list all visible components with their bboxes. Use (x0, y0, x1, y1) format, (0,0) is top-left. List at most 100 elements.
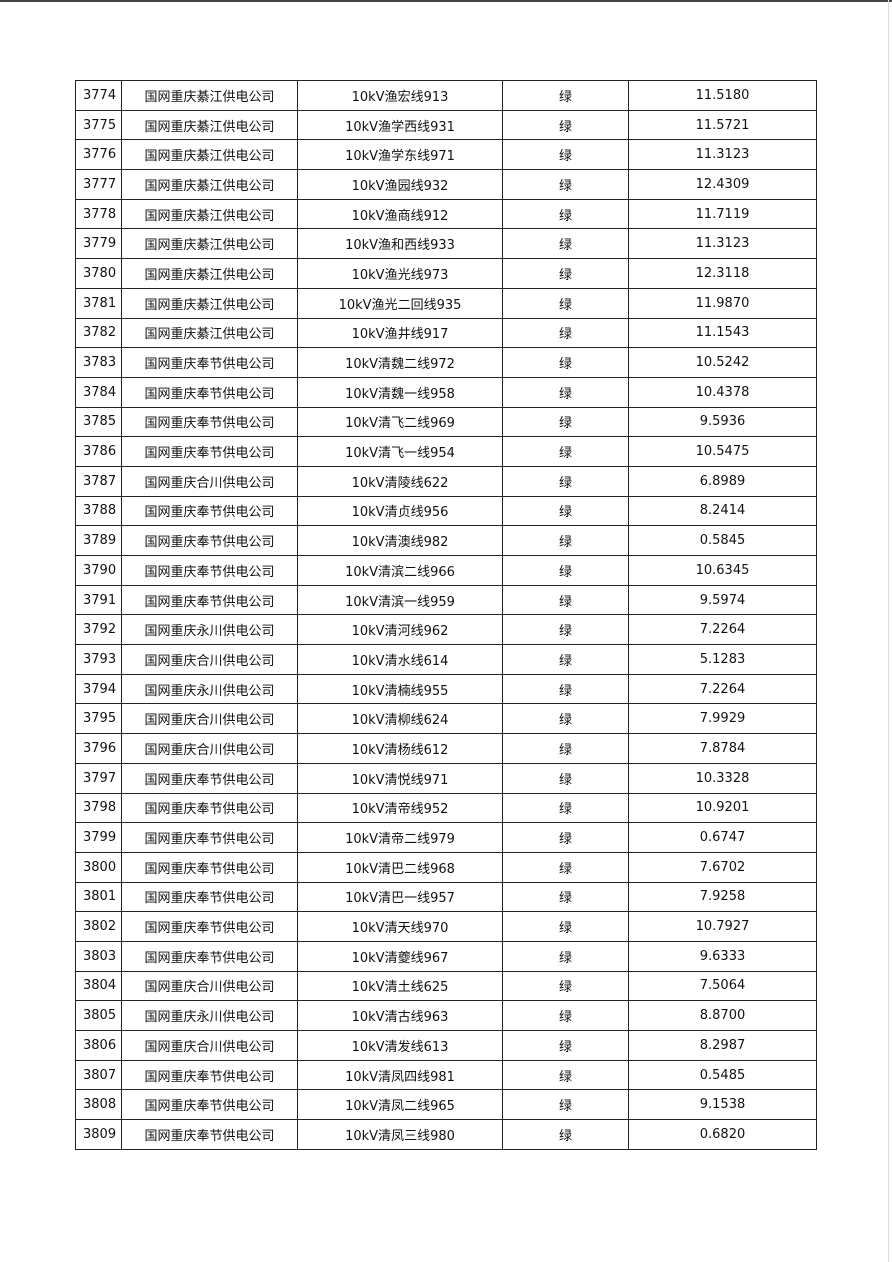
row-number-cell: 3784 (75, 376, 122, 408)
company-cell: 国网重庆綦江供电公司 (121, 198, 298, 230)
value-cell: 11.9870 (628, 287, 817, 319)
company-cell: 国网重庆奉节供电公司 (121, 376, 298, 408)
value-cell: 7.8784 (628, 733, 817, 764)
row-number-cell: 3787 (75, 465, 122, 497)
status-cell: 绿 (502, 911, 629, 942)
line-name-cell: 10kV渔光线973 (297, 258, 503, 289)
company-cell: 国网重庆奉节供电公司 (121, 1089, 298, 1121)
table-row: 3789 国网重庆奉节供电公司 10kV清澳线982 绿 0.5845 (75, 525, 817, 556)
value-cell: 7.9929 (628, 703, 817, 735)
company-cell: 国网重庆綦江供电公司 (121, 169, 298, 200)
value-cell: 0.6820 (628, 1119, 817, 1150)
row-number-cell: 3793 (75, 644, 122, 675)
value-cell: 11.3123 (628, 228, 817, 260)
line-name-cell: 10kV清古线963 (297, 1000, 503, 1031)
value-cell: 12.3118 (628, 258, 817, 289)
status-cell: 绿 (502, 80, 629, 111)
company-cell: 国网重庆奉节供电公司 (121, 1119, 298, 1150)
line-name-cell: 10kV清土线625 (297, 970, 503, 1002)
value-cell: 10.9201 (628, 792, 817, 824)
company-cell: 国网重庆奉节供电公司 (121, 911, 298, 942)
table-row: 3776 国网重庆綦江供电公司 10kV渔学东线971 绿 11.3123 (75, 139, 817, 171)
table-row: 3796 国网重庆合川供电公司 10kV清杨线612 绿 7.8784 (75, 733, 817, 764)
status-cell: 绿 (502, 436, 629, 467)
table-row: 3791 国网重庆奉节供电公司 10kV清滨一线959 绿 9.5974 (75, 584, 817, 616)
company-cell: 国网重庆合川供电公司 (121, 644, 298, 675)
table-row: 3782 国网重庆綦江供电公司 10kV渔井线917 绿 11.1543 (75, 317, 817, 349)
table-row: 3806 国网重庆合川供电公司 10kV清发线613 绿 8.2987 (75, 1030, 817, 1061)
line-name-cell: 10kV渔光二回线935 (297, 287, 503, 319)
row-number-cell: 3780 (75, 258, 122, 289)
value-cell: 12.4309 (628, 169, 817, 200)
value-cell: 7.2264 (628, 673, 817, 705)
status-cell: 绿 (502, 1000, 629, 1031)
line-name-cell: 10kV渔商线912 (297, 198, 503, 230)
row-number-cell: 3795 (75, 703, 122, 735)
line-name-cell: 10kV渔井线917 (297, 317, 503, 349)
line-name-cell: 10kV清滨二线966 (297, 555, 503, 586)
row-number-cell: 3776 (75, 139, 122, 171)
company-cell: 国网重庆奉节供电公司 (121, 525, 298, 556)
value-cell: 0.5485 (628, 1059, 817, 1091)
company-cell: 国网重庆奉节供电公司 (121, 347, 298, 378)
table-row: 3785 国网重庆奉节供电公司 10kV清飞二线969 绿 9.5936 (75, 406, 817, 438)
value-cell: 9.6333 (628, 940, 817, 972)
value-cell: 8.2414 (628, 495, 817, 527)
row-number-cell: 3777 (75, 169, 122, 200)
line-name-cell: 10kV清澳线982 (297, 525, 503, 556)
company-cell: 国网重庆奉节供电公司 (121, 881, 298, 913)
table-row: 3798 国网重庆奉节供电公司 10kV清帝线952 绿 10.9201 (75, 792, 817, 824)
status-cell: 绿 (502, 762, 629, 794)
status-cell: 绿 (502, 317, 629, 349)
value-cell: 0.6747 (628, 822, 817, 853)
status-cell: 绿 (502, 644, 629, 675)
line-name-cell: 10kV清凤二线965 (297, 1089, 503, 1121)
value-cell: 10.7927 (628, 911, 817, 942)
company-cell: 国网重庆合川供电公司 (121, 703, 298, 735)
status-cell: 绿 (502, 1059, 629, 1091)
table-row: 3801 国网重庆奉节供电公司 10kV清巴一线957 绿 7.9258 (75, 881, 817, 913)
line-name-cell: 10kV清发线613 (297, 1030, 503, 1061)
company-cell: 国网重庆綦江供电公司 (121, 317, 298, 349)
line-name-cell: 10kV清夔线967 (297, 940, 503, 972)
table-row: 3775 国网重庆綦江供电公司 10kV渔学西线931 绿 11.5721 (75, 109, 817, 141)
status-cell: 绿 (502, 1030, 629, 1061)
status-cell: 绿 (502, 881, 629, 913)
value-cell: 8.2987 (628, 1030, 817, 1061)
status-cell: 绿 (502, 673, 629, 705)
value-cell: 11.5721 (628, 109, 817, 141)
data-table: 3774 国网重庆綦江供电公司 10kV渔宏线913 绿 11.5180 3775 国网重庆… (75, 80, 817, 1150)
table-row: 3805 国网重庆永川供电公司 10kV清古线963 绿 8.8700 (75, 1000, 817, 1031)
table-row: 3804 国网重庆合川供电公司 10kV清土线625 绿 7.5064 (75, 970, 817, 1002)
row-number-cell: 3800 (75, 851, 122, 883)
status-cell: 绿 (502, 614, 629, 646)
row-number-cell: 3805 (75, 1000, 122, 1031)
table-body: 3774 国网重庆綦江供电公司 10kV渔宏线913 绿 11.5180 3775 国网重庆… (75, 80, 817, 1150)
value-cell: 9.1538 (628, 1089, 817, 1121)
row-number-cell: 3774 (75, 80, 122, 111)
status-cell: 绿 (502, 198, 629, 230)
company-cell: 国网重庆綦江供电公司 (121, 287, 298, 319)
table-row: 3802 国网重庆奉节供电公司 10kV清天线970 绿 10.7927 (75, 911, 817, 942)
company-cell: 国网重庆永川供电公司 (121, 673, 298, 705)
row-number-cell: 3786 (75, 436, 122, 467)
line-name-cell: 10kV渔学西线931 (297, 109, 503, 141)
table-row: 3797 国网重庆奉节供电公司 10kV清悦线971 绿 10.3328 (75, 762, 817, 794)
row-number-cell: 3775 (75, 109, 122, 141)
table-row: 3786 国网重庆奉节供电公司 10kV清飞一线954 绿 10.5475 (75, 436, 817, 467)
status-cell: 绿 (502, 347, 629, 378)
value-cell: 9.5936 (628, 406, 817, 438)
line-name-cell: 10kV清河线962 (297, 614, 503, 646)
line-name-cell: 10kV清凤四线981 (297, 1059, 503, 1091)
status-cell: 绿 (502, 851, 629, 883)
company-cell: 国网重庆合川供电公司 (121, 970, 298, 1002)
status-cell: 绿 (502, 465, 629, 497)
line-name-cell: 10kV清滨一线959 (297, 584, 503, 616)
company-cell: 国网重庆永川供电公司 (121, 614, 298, 646)
table-row: 3778 国网重庆綦江供电公司 10kV渔商线912 绿 11.7119 (75, 198, 817, 230)
value-cell: 7.2264 (628, 614, 817, 646)
status-cell: 绿 (502, 822, 629, 853)
value-cell: 7.9258 (628, 881, 817, 913)
value-cell: 6.8989 (628, 465, 817, 497)
company-cell: 国网重庆奉节供电公司 (121, 762, 298, 794)
